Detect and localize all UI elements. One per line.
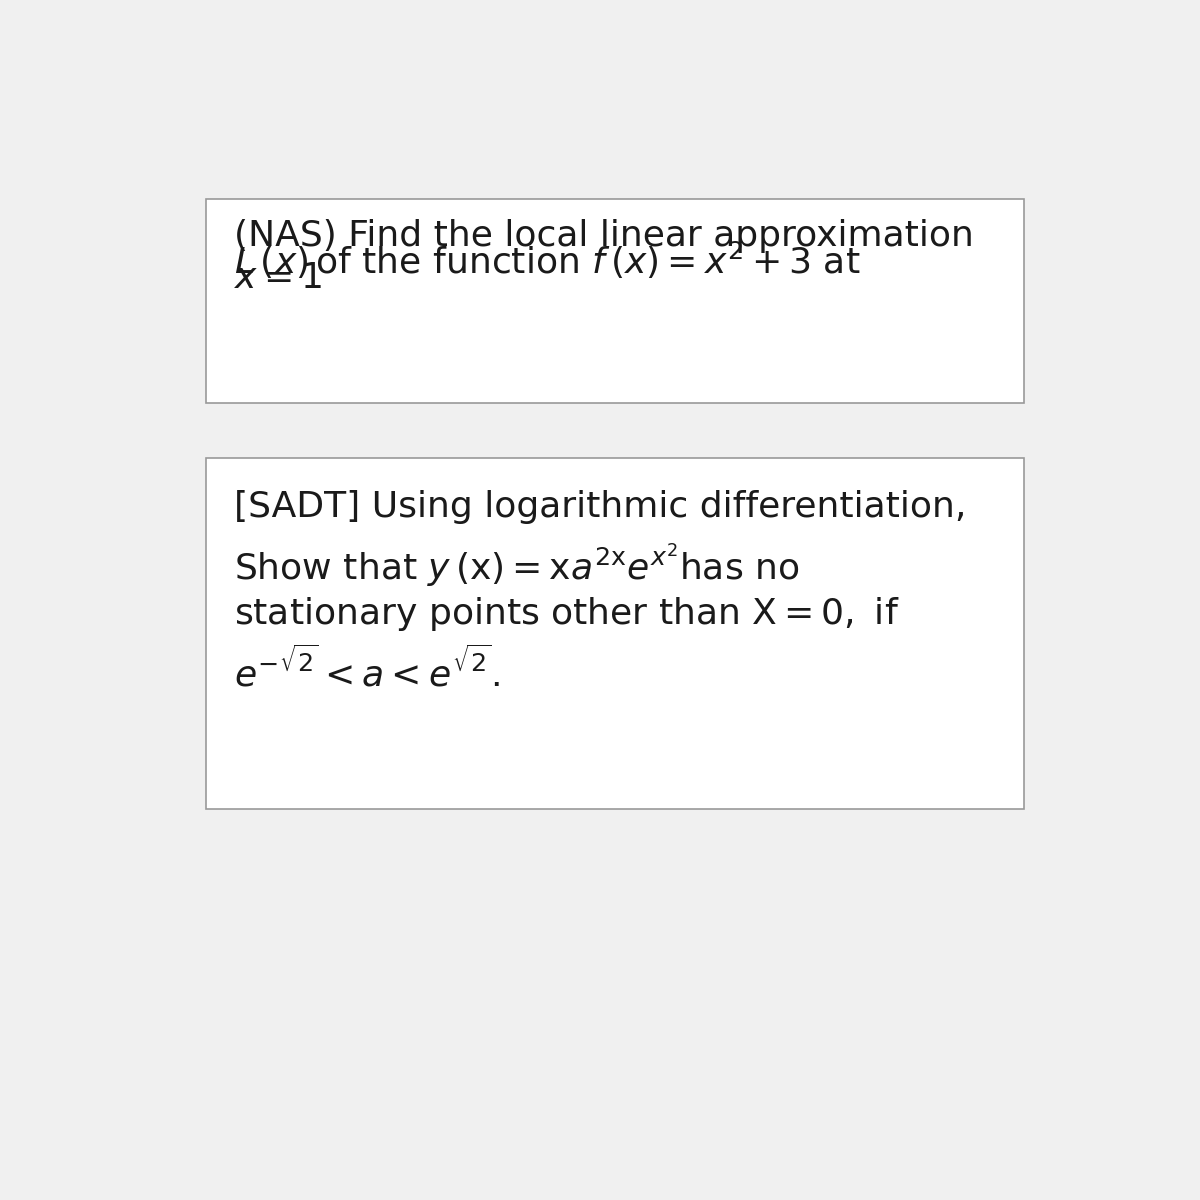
Bar [206, 458, 1024, 809]
Text: $\mathit{L}\,(x)\,$of the function $f\,(x) = x^2 + 3$ at: $\mathit{L}\,(x)\,$of the function $f\,(… [234, 240, 860, 281]
Bar [206, 199, 1024, 403]
Text: Show that $\mathit{y}\,(\mathsf{x}) = \mathsf{x}\mathit{a}^{\mathsf{2x}} e^{x^2}: Show that $\mathit{y}\,(\mathsf{x}) = \m… [234, 542, 799, 590]
Text: $e^{-\sqrt{2}} < a < e^{\sqrt{2}}.$: $e^{-\sqrt{2}} < a < e^{\sqrt{2}}.$ [234, 648, 499, 694]
Text: (NAS) Find the local linear approximation: (NAS) Find the local linear approximatio… [234, 218, 973, 253]
Text: stationary points other than $\mathsf{X} = 0,$ if: stationary points other than $\mathsf{X}… [234, 595, 899, 634]
Text: [SADT] Using logarithmic differentiation,: [SADT] Using logarithmic differentiation… [234, 490, 966, 523]
Text: $x = 1$: $x = 1$ [234, 262, 322, 295]
